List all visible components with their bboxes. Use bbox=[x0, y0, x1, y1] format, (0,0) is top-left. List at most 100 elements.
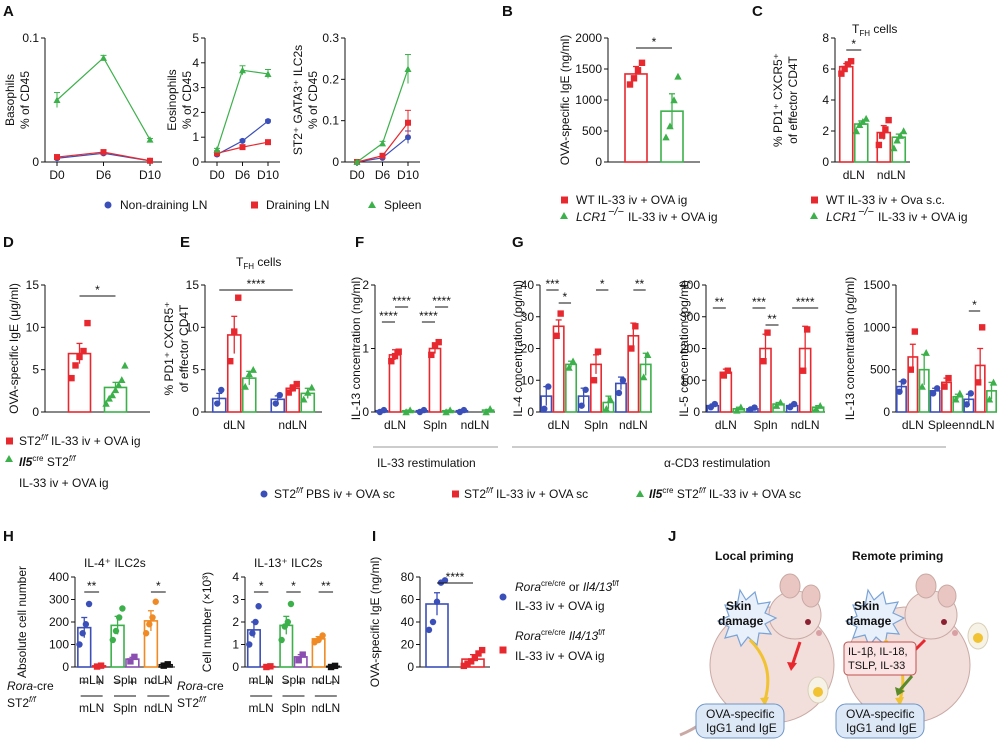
y-tick-label-C: 6 bbox=[822, 62, 829, 76]
data-point-C bbox=[896, 131, 905, 139]
data-point-H1 bbox=[127, 658, 134, 665]
legend-b-lcr1-label: IL-33 iv + OVA ig bbox=[628, 210, 718, 224]
data-point-H2 bbox=[278, 636, 285, 644]
data-point-A3 bbox=[405, 134, 411, 141]
sig-label-h2b: * bbox=[291, 579, 296, 593]
y-axis-label-G1: IL-4 concentration (pg/ml) bbox=[511, 280, 525, 417]
y-axis-label-E: % PD1⁺ CXCR5⁺ bbox=[162, 301, 176, 395]
legend-b: WT IL-33 iv + OVA ig LCR1 −/− IL-33 iv +… bbox=[560, 193, 718, 224]
j-ova-left-1: OVA-specific bbox=[706, 707, 774, 721]
x-tick-label-H2: ndLN bbox=[311, 673, 340, 687]
y-tick-label-G3: 500 bbox=[870, 363, 890, 377]
data-point-G1 bbox=[565, 363, 573, 371]
data-point-G3 bbox=[985, 395, 994, 403]
data-point-H2 bbox=[299, 651, 306, 658]
data-point-G1 bbox=[606, 395, 615, 403]
legend-i-ko-label: IL-33 iv + OVA ig bbox=[515, 649, 605, 663]
title-e: TFH cells bbox=[236, 255, 281, 271]
y-tick-label-C: 2 bbox=[822, 124, 829, 138]
data-point-H1 bbox=[82, 621, 90, 628]
data-point-H2 bbox=[295, 657, 302, 664]
data-point-G3 bbox=[922, 349, 930, 356]
data-point-A1 bbox=[100, 54, 107, 61]
data-point-A1 bbox=[100, 149, 107, 156]
panel-letter-a: A bbox=[3, 3, 14, 20]
data-point-D bbox=[102, 399, 110, 407]
data-point-G2 bbox=[720, 372, 728, 379]
y-tick-label-G2: 100 bbox=[680, 373, 700, 387]
y-tick-label-A1: 0.1 bbox=[22, 31, 39, 45]
data-point-E bbox=[285, 389, 292, 396]
legend-i-ko: Roracre/cre Il4/13f/f bbox=[515, 628, 606, 643]
legend-efg-pbs: ST2f/f PBS iv + OVA sc bbox=[274, 486, 395, 501]
y-tick-label-G1: 10 bbox=[521, 373, 535, 387]
data-point-G2 bbox=[764, 329, 771, 336]
legend-c: WT IL-33 iv + Ova s.c. LCR1 −/− IL-33 iv… bbox=[810, 193, 968, 224]
y-axis-label-D: OVA-specific IgE (μg/ml) bbox=[7, 283, 21, 414]
sig-label-d: * bbox=[95, 283, 100, 297]
legend-efg: ST2f/f PBS iv + OVA sc ST2f/f IL-33 iv +… bbox=[260, 486, 801, 501]
data-point-A2 bbox=[239, 144, 246, 151]
data-point-G3 bbox=[978, 324, 986, 331]
y-tick-label-C: 4 bbox=[822, 93, 829, 107]
y-tick-label-D: 5 bbox=[32, 363, 39, 377]
y-tick-label-H2: 2 bbox=[232, 615, 239, 629]
y-tick-label-E: 0 bbox=[192, 405, 199, 419]
data-point-G1 bbox=[619, 377, 627, 384]
legend-i-marker-ko bbox=[499, 646, 507, 654]
y-tick-label-F: 2 bbox=[362, 278, 369, 292]
x-tick-label-A1: D6 bbox=[96, 168, 112, 182]
y-tick-label-D: 15 bbox=[26, 278, 40, 292]
data-point-H1 bbox=[119, 605, 126, 612]
y-tick-label-H1: 300 bbox=[49, 593, 69, 607]
data-point-F bbox=[388, 358, 395, 365]
sig-label-h1b: * bbox=[156, 579, 161, 593]
data-point-A2 bbox=[239, 137, 246, 144]
x-tick-label-G2: ndLN bbox=[791, 418, 820, 432]
x-tick-label-A1: D10 bbox=[139, 168, 161, 182]
legend-a-marker-nondraining bbox=[104, 201, 112, 209]
data-point-H1 bbox=[97, 662, 105, 669]
y-tick-label-D: 0 bbox=[32, 405, 39, 419]
panel-letter-b: B bbox=[502, 3, 513, 20]
data-point-A3 bbox=[404, 65, 412, 72]
data-point-H2 bbox=[252, 618, 259, 626]
data-point-B bbox=[670, 96, 678, 104]
data-point-G1 bbox=[578, 402, 585, 409]
il33-restim-label: IL-33 restimulation bbox=[377, 456, 476, 470]
data-point-G1 bbox=[545, 383, 552, 390]
data-point-E bbox=[304, 388, 312, 396]
data-point-G1 bbox=[557, 310, 564, 317]
x-tick-label-H2: Spln bbox=[281, 673, 305, 687]
sig-label-g3a: * bbox=[972, 298, 977, 312]
y-tick-label-A2: 3 bbox=[192, 81, 199, 95]
data-point-G1 bbox=[553, 332, 560, 339]
y-tick-label-B: 1500 bbox=[575, 62, 602, 76]
data-point-B bbox=[638, 59, 646, 66]
group-label-h1: ndLN bbox=[144, 701, 173, 715]
y-tick-label-B: 500 bbox=[582, 124, 602, 138]
data-point-A2 bbox=[264, 70, 272, 77]
data-point-A2 bbox=[265, 118, 271, 125]
y-tick-label-A2: 2 bbox=[192, 105, 199, 119]
st2-label-h1: ST2f/f bbox=[7, 695, 36, 710]
sig-label-h2c: ** bbox=[321, 579, 331, 593]
group-label-h1: mLN bbox=[79, 701, 104, 715]
legend-c-marker-wt bbox=[811, 196, 818, 204]
data-point-G1 bbox=[640, 373, 648, 381]
data-point-I bbox=[441, 577, 449, 584]
y-tick-label-B: 1000 bbox=[575, 93, 602, 107]
data-point-G1 bbox=[541, 405, 548, 413]
legend-efg-marker-pbs bbox=[260, 490, 268, 498]
y-tick-label-G1: 30 bbox=[521, 310, 535, 324]
legend-c-marker-lcr1 bbox=[810, 212, 818, 219]
y-tick-label-E: 10 bbox=[186, 320, 200, 334]
panel-letter-h: H bbox=[3, 528, 14, 545]
legend-efg-marker-il5 bbox=[636, 490, 644, 497]
data-point-G2 bbox=[711, 400, 719, 408]
data-point-H1 bbox=[142, 630, 150, 637]
panel-letter-e: E bbox=[180, 234, 190, 251]
data-point-E bbox=[249, 365, 257, 373]
data-point-G2 bbox=[724, 367, 732, 374]
